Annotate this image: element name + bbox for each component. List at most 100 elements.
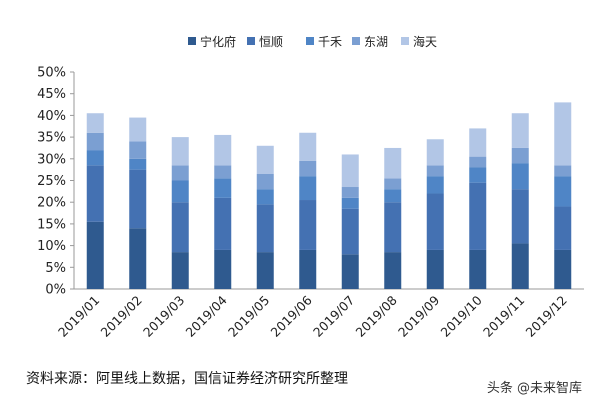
legend-swatch: [352, 37, 360, 45]
x-tick-label: 2019/08: [353, 292, 400, 339]
bar-segment-series-0: [341, 254, 359, 289]
y-tick-label: 35%: [37, 131, 66, 146]
bar-segment-series-1: [256, 204, 274, 253]
x-tick-label: 2019/01: [55, 293, 102, 340]
y-tick-label: 25%: [37, 174, 66, 189]
x-tick-label: 2019/06: [268, 292, 315, 339]
bar-segment-series-4: [256, 145, 274, 174]
bar-segment-series-3: [214, 165, 232, 179]
bar-segment-series-2: [129, 158, 147, 170]
bar-segment-series-2: [214, 178, 232, 198]
y-tick-label: 50%: [37, 66, 66, 81]
bar-segment-series-2: [511, 163, 529, 190]
bars: [86, 102, 572, 289]
bar-segment-series-0: [299, 249, 317, 289]
bar-segment-series-3: [511, 147, 529, 164]
bar-segment-series-0: [384, 252, 402, 289]
bar-segment-series-2: [426, 176, 444, 194]
bar-segment-series-3: [86, 132, 104, 151]
bar-segment-series-1: [341, 208, 359, 255]
bar-segment-series-2: [299, 176, 317, 201]
bar-segment-series-0: [511, 243, 529, 289]
bar-segment-series-4: [469, 128, 487, 157]
y-tick-label: 0%: [45, 283, 66, 298]
bar-segment-series-0: [256, 252, 274, 289]
bar-segment-series-0: [554, 249, 572, 289]
legend-swatch: [188, 37, 196, 45]
bar-segment-series-2: [86, 150, 104, 166]
bar-segment-series-2: [469, 167, 487, 183]
chart-legend: 宁化府 恒顺 千禾 东湖 海天: [188, 34, 437, 49]
bar-segment-series-0: [171, 252, 189, 289]
bar-segment-series-4: [299, 132, 317, 161]
x-tick-label: 2019/07: [310, 293, 357, 340]
bar-segment-series-4: [129, 117, 147, 142]
bar-segment-series-3: [554, 165, 572, 177]
legend-label: 东湖: [364, 34, 388, 49]
source-note: 资料来源：阿里线上数据，国信证券经济研究所整理: [26, 371, 348, 387]
x-axis: 2019/012019/022019/032019/042019/052019/…: [55, 288, 584, 340]
y-tick-label: 10%: [37, 239, 66, 254]
bar-segment-series-4: [341, 154, 359, 188]
bar-segment-series-3: [426, 165, 444, 177]
x-tick-label: 2019/09: [395, 292, 442, 339]
bar-segment-series-3: [341, 187, 359, 198]
y-tick-label: 20%: [37, 196, 66, 211]
bar-segment-series-1: [384, 202, 402, 253]
x-tick-label: 2019/02: [98, 293, 145, 340]
bar-segment-series-2: [341, 197, 359, 209]
y-tick-label: 40%: [37, 109, 66, 124]
watermark: 头条 @未来智库: [486, 381, 582, 396]
bar-segment-series-3: [129, 141, 147, 159]
legend-label: 海天: [413, 34, 437, 49]
bar-segment-series-4: [171, 137, 189, 166]
bar-segment-series-1: [426, 193, 444, 250]
bar-segment-series-0: [426, 249, 444, 289]
x-tick-label: 2019/10: [438, 292, 485, 339]
bar-segment-series-1: [554, 206, 572, 250]
bar-segment-series-2: [171, 180, 189, 203]
bar-segment-series-3: [384, 178, 402, 190]
x-tick-label: 2019/03: [140, 293, 187, 340]
bar-segment-series-4: [554, 102, 572, 166]
y-tick-label: 15%: [37, 217, 66, 232]
legend-swatch: [247, 37, 255, 45]
x-tick-label: 2019/05: [225, 293, 272, 340]
legend-label: 宁化府: [200, 34, 236, 49]
x-tick-label: 2019/12: [523, 293, 570, 340]
bar-segment-series-4: [214, 134, 232, 166]
y-axis: 0% 5% 10% 15% 20% 25% 30% 35% 40% 45% 50%: [37, 66, 75, 298]
bar-segment-series-1: [299, 200, 317, 250]
x-tick-label: 2019/11: [480, 293, 527, 340]
bar-segment-series-4: [511, 113, 529, 148]
legend-label: 恒顺: [259, 35, 283, 49]
bar-segment-series-2: [554, 176, 572, 207]
bar-segment-series-1: [129, 169, 147, 229]
bar-segment-series-0: [86, 221, 104, 289]
bar-segment-series-1: [86, 165, 104, 222]
legend-label: 千禾: [318, 35, 342, 49]
bar-segment-series-0: [129, 228, 147, 289]
bar-segment-series-3: [171, 165, 189, 181]
y-tick-label: 30%: [37, 152, 66, 167]
y-tick-label: 45%: [37, 87, 66, 102]
y-tick-label: 5%: [45, 261, 66, 276]
bar-segment-series-1: [214, 197, 232, 250]
bar-segment-series-3: [299, 160, 317, 177]
bar-segment-series-3: [256, 173, 274, 190]
bar-segment-series-4: [384, 147, 402, 179]
bar-segment-series-0: [214, 249, 232, 289]
bar-segment-series-1: [469, 182, 487, 250]
bar-segment-series-2: [384, 189, 402, 203]
bar-segment-series-4: [426, 139, 444, 166]
bar-segment-series-0: [469, 249, 487, 289]
x-tick-label: 2019/04: [183, 292, 230, 339]
bar-segment-series-2: [256, 189, 274, 205]
bar-segment-series-1: [171, 202, 189, 253]
bar-segment-series-3: [469, 156, 487, 168]
legend-swatch: [401, 37, 409, 45]
bar-segment-series-1: [511, 189, 529, 244]
legend-swatch: [306, 37, 314, 45]
bar-segment-series-4: [86, 113, 104, 133]
